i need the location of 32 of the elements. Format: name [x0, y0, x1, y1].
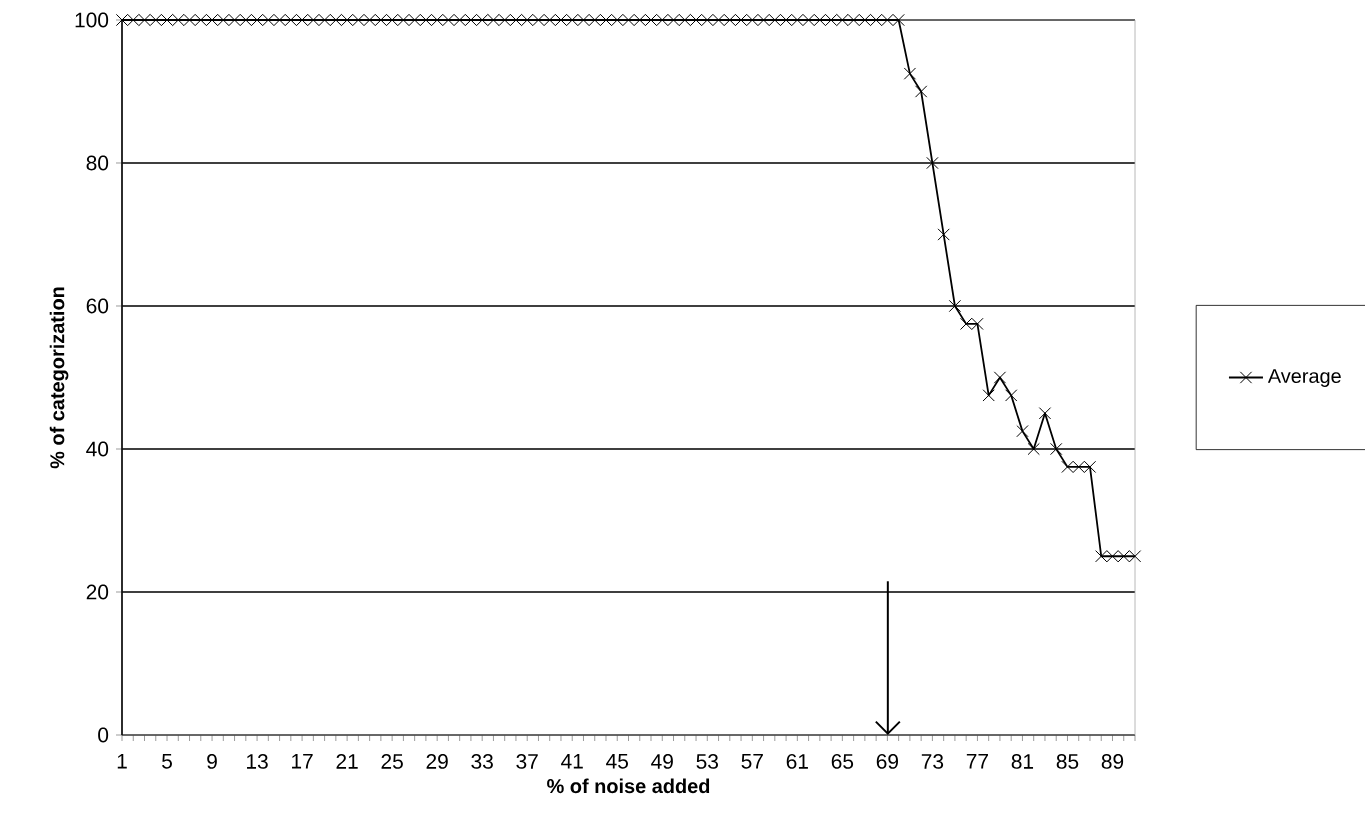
- x-tick-label: 25: [381, 754, 403, 769]
- x-tick-label: 45: [606, 754, 628, 769]
- x-tick-label: 49: [651, 754, 673, 769]
- x-tick-label: 53: [696, 754, 718, 769]
- y-tick-label: 60: [86, 298, 109, 314]
- x-tick-label: 69: [876, 754, 898, 769]
- x-tick-label: 21: [336, 754, 358, 769]
- y-tick-label: 80: [86, 155, 109, 171]
- x-tick-label: 89: [1101, 754, 1124, 769]
- x-tick-label: 13: [247, 754, 268, 769]
- x-tick-label: 1: [117, 754, 127, 769]
- x-tick-label: 61: [786, 754, 808, 769]
- x-tick-label: 29: [426, 754, 448, 769]
- y-tick-label: 100: [75, 12, 109, 28]
- legend-label: Average: [1267, 369, 1341, 387]
- x-axis-title: % of noise added: [547, 778, 710, 794]
- y-tick-label: 0: [98, 727, 109, 743]
- x-tick-label: 17: [292, 754, 313, 769]
- y-axis-title: % of categorization: [49, 287, 69, 469]
- x-tick-label: 65: [831, 754, 854, 769]
- x-tick-label: 77: [966, 754, 988, 769]
- x-tick-label: 37: [516, 754, 538, 769]
- x-tick-label: 81: [1011, 754, 1034, 769]
- y-tick-label: 40: [86, 441, 109, 457]
- x-tick-label: 9: [207, 754, 217, 769]
- x-tick-label: 5: [162, 754, 172, 769]
- x-tick-label: 57: [741, 754, 763, 769]
- x-tick-label: 33: [471, 754, 493, 769]
- y-tick-label: 20: [86, 584, 109, 600]
- x-tick-label: 41: [561, 754, 583, 769]
- x-tick-label: 73: [921, 754, 944, 769]
- x-tick-label: 85: [1056, 754, 1079, 769]
